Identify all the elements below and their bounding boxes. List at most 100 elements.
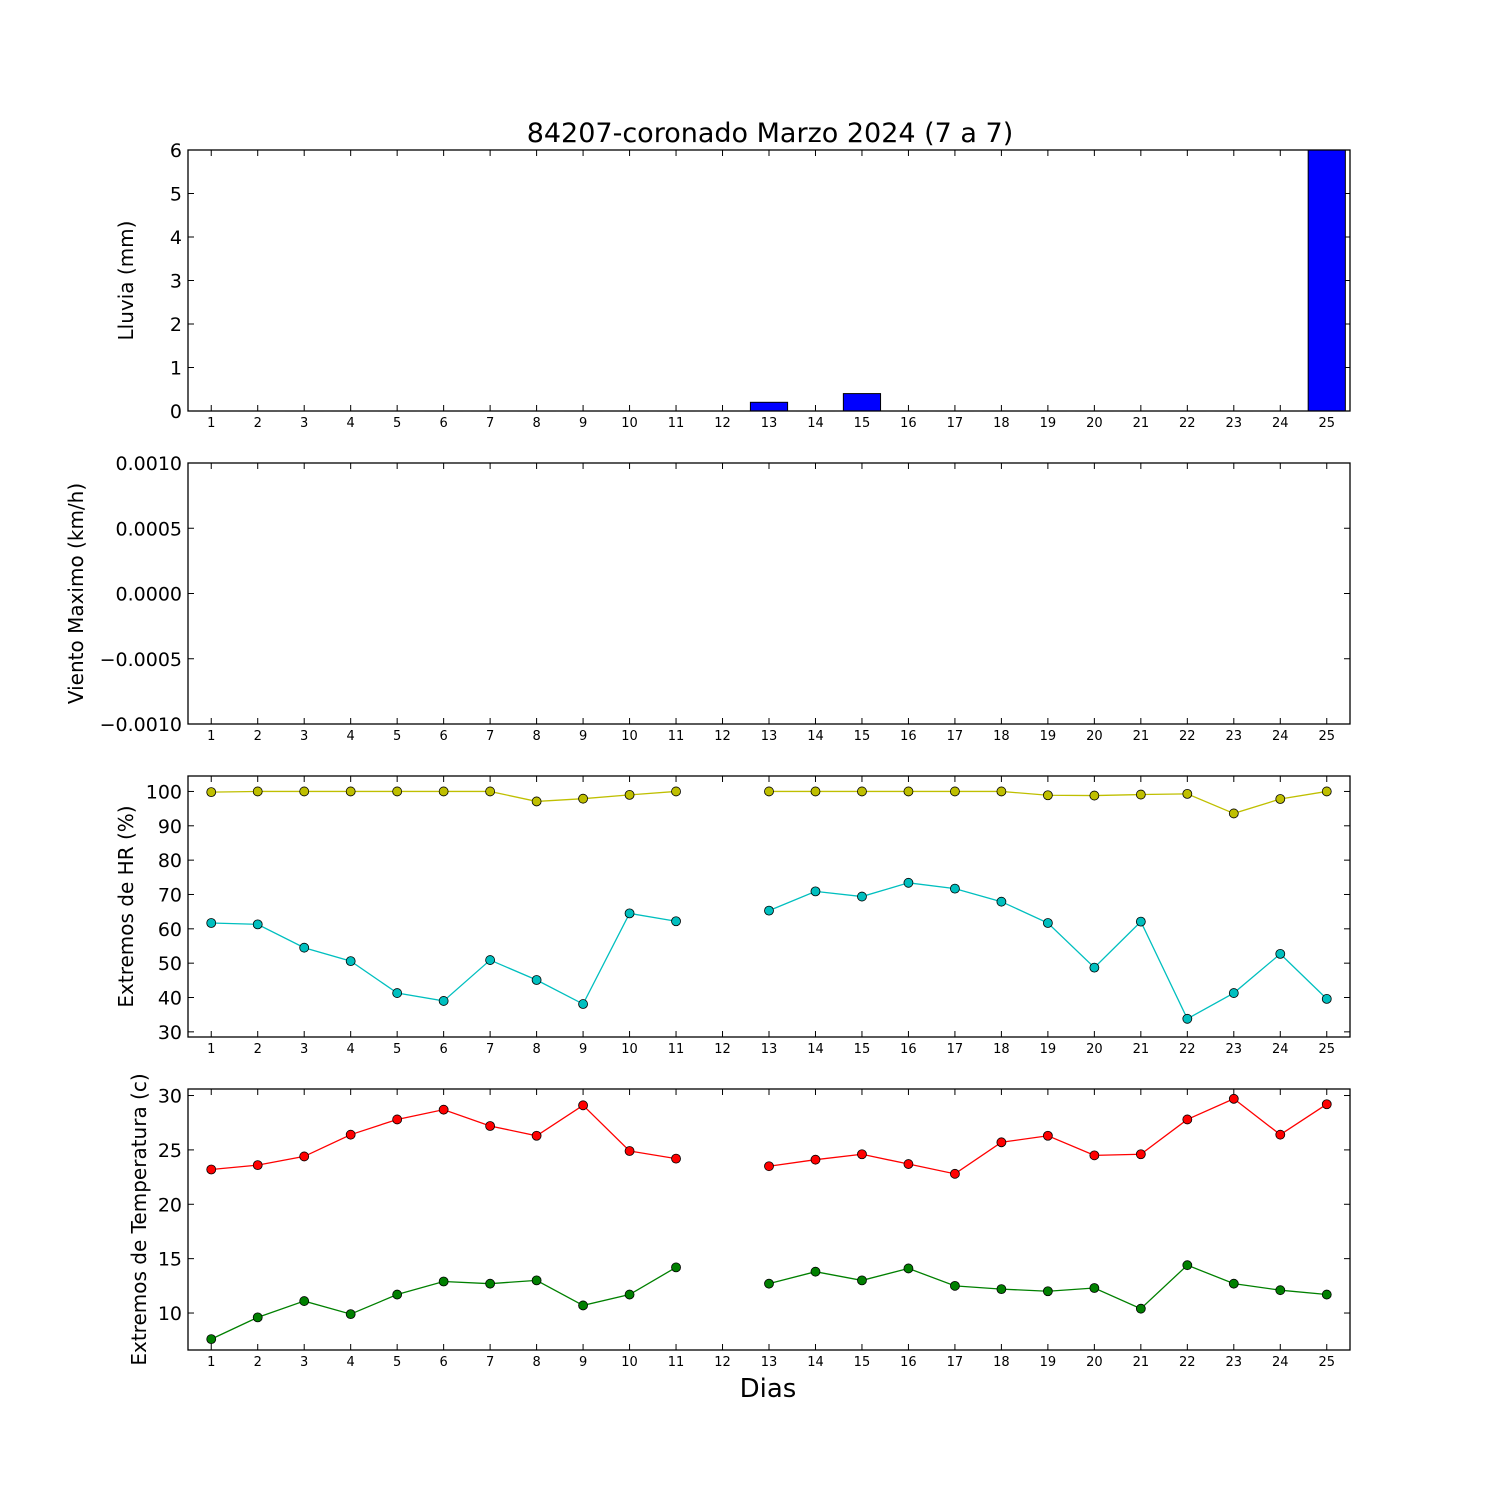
series-1-point-day-5 (392, 988, 403, 998)
x-tick-label: 18 (993, 729, 1010, 744)
x-tick-label: 11 (668, 729, 685, 744)
series-0-point-day-1 (206, 787, 217, 798)
x-tick-label: 25 (1318, 729, 1335, 744)
x-tick-label: 20 (1086, 1355, 1103, 1370)
x-tick-label: 25 (1318, 1042, 1335, 1057)
series-0-point-day-8 (531, 1130, 542, 1141)
x-tick-label: 19 (1040, 1042, 1057, 1057)
y-tick-label: 4 (170, 227, 182, 249)
series-0-point-day-5 (392, 786, 403, 797)
series-1-point-day-1 (206, 918, 217, 928)
series-0-point-day-18 (996, 1137, 1007, 1148)
x-tick-label: 22 (1179, 416, 1196, 431)
x-tick-label: 22 (1179, 729, 1196, 744)
y-tick-label: 0 (170, 401, 182, 423)
series-0-point-day-11 (671, 786, 681, 797)
x-tick-label: 17 (947, 729, 964, 744)
series-0-point-day-14 (810, 786, 821, 797)
series-1-point-day-22 (1182, 1013, 1193, 1024)
x-tick-label: 3 (300, 729, 308, 744)
x-tick-label: 8 (532, 416, 540, 431)
series-0-point-day-10 (624, 789, 635, 800)
series-1-point-day-15 (857, 1275, 867, 1286)
x-tick-label: 11 (668, 1355, 685, 1370)
x-tick-label: 16 (900, 416, 917, 431)
series-1-point-day-22 (1182, 1260, 1193, 1271)
series-0-point-day-9 (578, 1100, 588, 1111)
x-tick-label: 5 (393, 729, 401, 744)
x-tick-label: 23 (1226, 729, 1243, 744)
x-tick-label: 21 (1133, 729, 1150, 744)
series-0-point-day-7 (485, 786, 496, 797)
x-tick-label: 19 (1040, 729, 1057, 744)
series-0-point-day-16 (903, 786, 914, 797)
series-1-point-day-15 (857, 891, 867, 902)
x-tick-label: 4 (347, 1355, 355, 1370)
series-0-point-day-20 (1089, 1150, 1100, 1161)
series-1-point-day-3 (299, 942, 310, 953)
x-tick-label: 9 (579, 1042, 587, 1057)
x-tick-label: 5 (393, 416, 401, 431)
series-0-point-day-24 (1275, 1129, 1286, 1140)
y-tick-label: 3 (170, 271, 182, 293)
x-tick-label: 15 (854, 1355, 871, 1370)
y-tick-label: 60 (158, 919, 182, 941)
series-0-point-day-25 (1321, 786, 1332, 797)
x-tick-label: 16 (900, 1355, 917, 1370)
y-tick-label: 0.0005 (116, 518, 182, 540)
x-tick-label: 9 (579, 729, 587, 744)
y-tick-label: 90 (158, 816, 182, 838)
series-1-point-day-5 (392, 1289, 403, 1300)
series-1-point-day-9 (578, 999, 588, 1009)
x-tick-label: 18 (993, 416, 1010, 431)
y-axis-label: Viento Maximo (km/h) (64, 483, 88, 704)
series-1-point-day-17 (950, 1280, 960, 1291)
series-0-point-day-11 (671, 1153, 681, 1164)
series-0-point-day-23 (1228, 808, 1239, 819)
x-tick-label: 22 (1179, 1042, 1196, 1057)
x-tick-label: 16 (900, 1042, 917, 1057)
x-tick-label: 3 (300, 1042, 308, 1057)
y-axis-label: Extremos de HR (%) (114, 805, 138, 1007)
x-tick-label: 7 (486, 1042, 494, 1057)
x-tick-label: 6 (439, 1042, 447, 1057)
x-tick-label: 15 (854, 416, 871, 431)
x-tick-label: 3 (300, 416, 308, 431)
series-0-point-day-23 (1228, 1093, 1239, 1104)
series-1-point-day-23 (1228, 988, 1239, 998)
x-tick-label: 21 (1133, 1355, 1150, 1370)
series-0-point-day-22 (1182, 1114, 1193, 1125)
x-tick-label: 25 (1318, 416, 1335, 431)
series-1-point-day-18 (996, 1284, 1007, 1294)
y-tick-label: 40 (158, 988, 182, 1010)
x-tick-label: 7 (486, 1355, 494, 1370)
x-tick-label: 10 (621, 729, 638, 744)
series-1-point-day-17 (950, 883, 960, 894)
series-0-point-day-4 (345, 786, 356, 797)
x-tick-label: 14 (807, 729, 824, 744)
x-tick-label: 1 (207, 1042, 215, 1057)
x-tick-label: 5 (393, 1042, 401, 1057)
series-0-point-day-8 (531, 796, 542, 807)
y-tick-label: −0.0005 (100, 649, 182, 671)
y-tick-label: 1 (170, 358, 182, 380)
bar-day-13 (749, 401, 789, 412)
series-1-point-day-7 (485, 955, 496, 965)
series-1-point-day-11 (671, 1262, 681, 1273)
y-tick-label: 30 (158, 1086, 182, 1108)
axes-frame (187, 462, 1351, 725)
series-1-point-day-9 (578, 1300, 588, 1311)
x-tick-label: 24 (1272, 416, 1289, 431)
series-1-point-day-11 (671, 916, 681, 927)
series-0-point-day-4 (345, 1129, 356, 1140)
x-tick-label: 8 (532, 1355, 540, 1370)
chart-title: 84207-coronado Marzo 2024 (7 a 7) (527, 118, 1014, 149)
series-0-point-day-3 (299, 1151, 310, 1162)
x-tick-label: 6 (439, 729, 447, 744)
x-tick-label: 14 (807, 1355, 824, 1370)
x-tick-label: 6 (439, 416, 447, 431)
y-tick-label: −0.0010 (100, 714, 182, 736)
series-1-point-day-10 (624, 908, 635, 919)
